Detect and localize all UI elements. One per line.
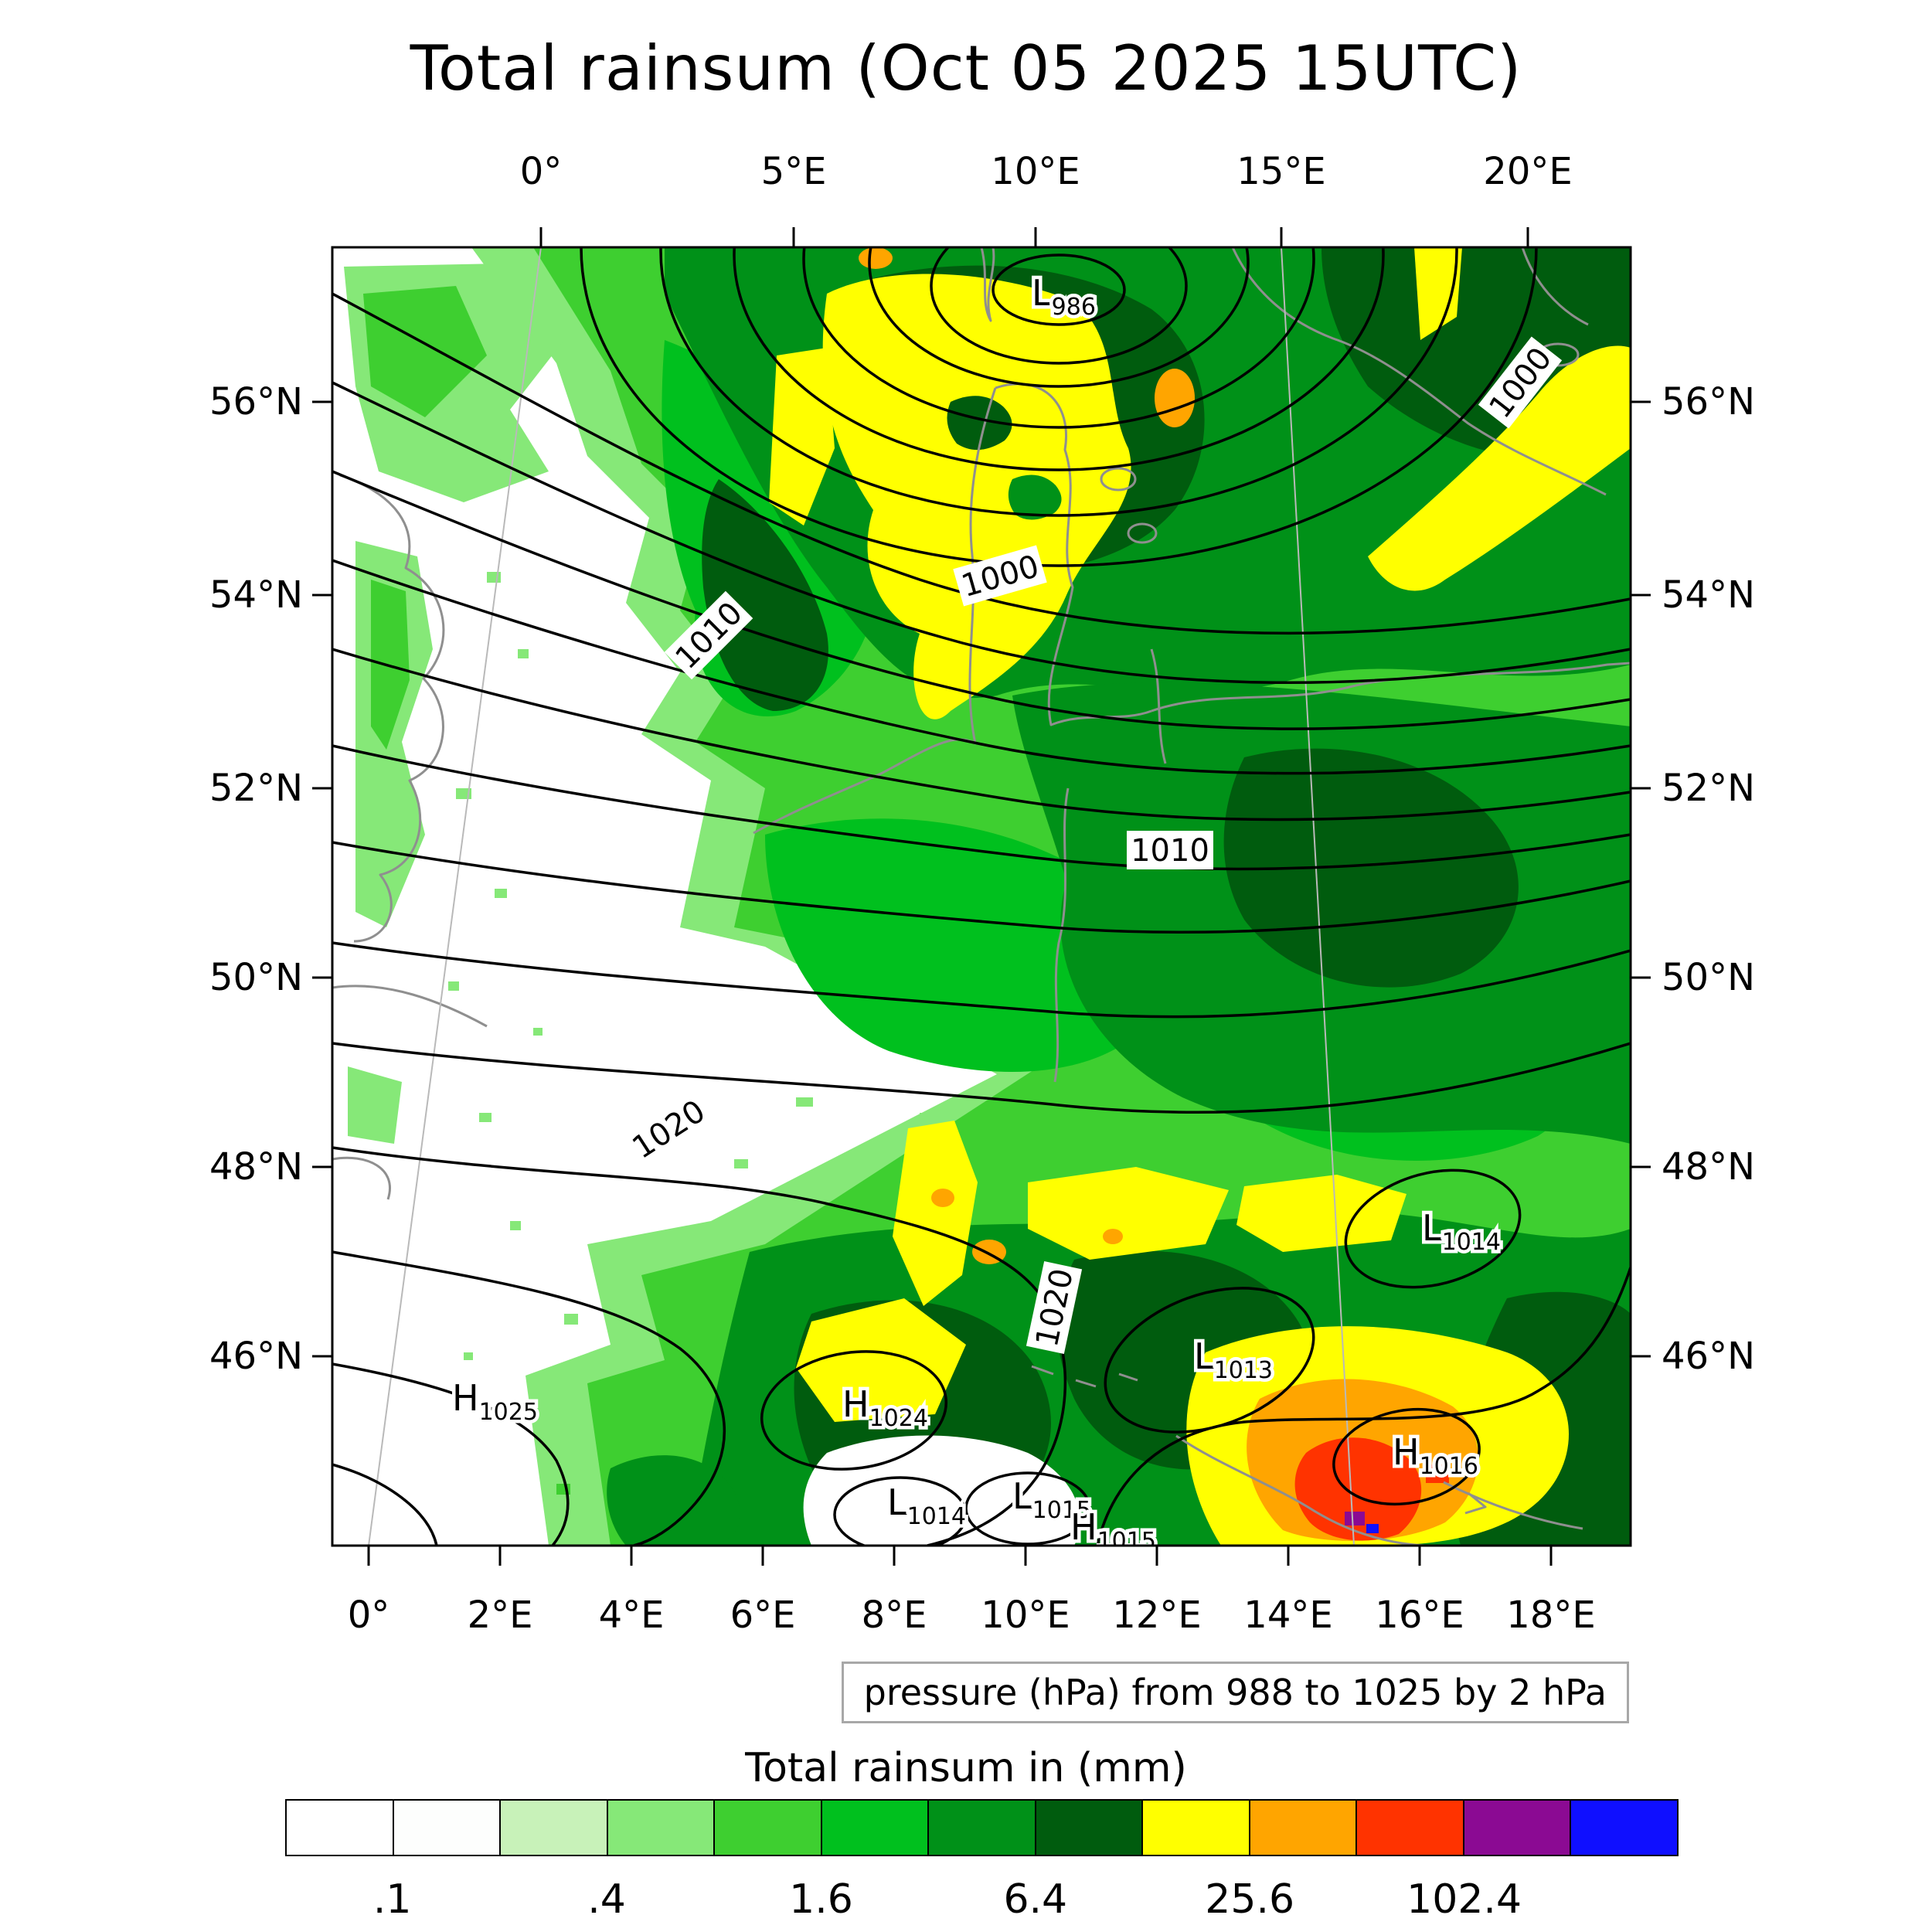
bottom-axis-label: 8°E bbox=[861, 1594, 927, 1637]
left-axis-label: 52°N bbox=[209, 767, 303, 810]
pressure-center-letter: L bbox=[887, 1481, 907, 1523]
colorbar-cell bbox=[927, 1799, 1036, 1856]
colorbar-tick-label: 1.6 bbox=[789, 1876, 853, 1923]
pressure-center-letter: H bbox=[1070, 1506, 1097, 1548]
bottom-axis-label: 4°E bbox=[598, 1594, 665, 1637]
colorbar-cell bbox=[606, 1799, 716, 1856]
colorbar-cell bbox=[499, 1799, 608, 1856]
pressure-center-value: 1014 bbox=[907, 1503, 966, 1530]
pressure-center-letter: L bbox=[1422, 1207, 1442, 1249]
left-axis-label: 56°N bbox=[209, 380, 303, 423]
pressure-note-box: pressure (hPa) from 988 to 1025 by 2 hPa bbox=[841, 1662, 1629, 1723]
colorbar-cell bbox=[285, 1799, 394, 1856]
pressure-center-letter: H bbox=[452, 1377, 479, 1419]
colorbar-cell bbox=[1034, 1799, 1144, 1856]
colorbar-tick-label: 102.4 bbox=[1406, 1876, 1522, 1923]
right-axis-label: 52°N bbox=[1662, 767, 1755, 810]
pressure-note-text: pressure (hPa) from 988 to 1025 by 2 hPa bbox=[863, 1672, 1607, 1713]
pressure-center-value: 1015 bbox=[1097, 1528, 1156, 1555]
bottom-axis-label: 6°E bbox=[730, 1594, 796, 1637]
right-axis-label: 48°N bbox=[1662, 1145, 1755, 1189]
pressure-center-label: H1015 bbox=[1070, 1506, 1156, 1555]
pressure-center-label: L1013 bbox=[1194, 1335, 1273, 1384]
colorbar-tick-label: .4 bbox=[587, 1876, 626, 1923]
map-frame bbox=[331, 246, 1632, 1547]
colorbar-cell bbox=[392, 1799, 502, 1856]
pressure-center-letter: H bbox=[842, 1383, 869, 1425]
isobar-label-text: 1010 bbox=[1131, 833, 1209, 869]
bottom-axis-label: 2°E bbox=[467, 1594, 533, 1637]
colorbar-tick-label: 6.4 bbox=[1003, 1876, 1068, 1923]
colorbar-tick-label: .1 bbox=[372, 1876, 412, 1923]
pressure-center-value: 1013 bbox=[1214, 1357, 1273, 1384]
left-axis-label: 48°N bbox=[209, 1145, 303, 1189]
pressure-center-value: 1014 bbox=[1442, 1229, 1501, 1256]
pressure-center-label: L1015 bbox=[1012, 1475, 1091, 1524]
right-axis-label: 54°N bbox=[1662, 573, 1755, 617]
left-axis-label: 50°N bbox=[209, 956, 303, 999]
pressure-center-label: H1024 bbox=[842, 1383, 928, 1432]
isobar-label: 1010 bbox=[1127, 831, 1213, 869]
isobars bbox=[332, 247, 1631, 1546]
right-axis-label: 46°N bbox=[1662, 1335, 1755, 1378]
right-axis-label: 50°N bbox=[1662, 956, 1755, 999]
colorbar-cell bbox=[713, 1799, 822, 1856]
legend-title: Total rainsum in (mm) bbox=[745, 1745, 1187, 1791]
pressure-center-label: L1014 bbox=[887, 1481, 966, 1530]
rain-field bbox=[344, 247, 1631, 1546]
top-axis-label: 0° bbox=[519, 150, 563, 193]
pressure-center-letter: H bbox=[1393, 1431, 1420, 1473]
bottom-axis-label: 18°E bbox=[1506, 1594, 1596, 1637]
pressure-center-label: H1016 bbox=[1393, 1431, 1478, 1480]
colorbar-cell bbox=[1462, 1799, 1572, 1856]
top-axis-label: 10°E bbox=[991, 150, 1080, 193]
colorbar-cell bbox=[1355, 1799, 1464, 1856]
bottom-axis-label: 0° bbox=[347, 1594, 390, 1637]
pressure-center-letter: L bbox=[1012, 1475, 1032, 1517]
pressure-center-label: L986 bbox=[1032, 272, 1096, 321]
left-axis-label: 54°N bbox=[209, 573, 303, 617]
bottom-axis-label: 12°E bbox=[1112, 1594, 1202, 1637]
colorbar-cell bbox=[1141, 1799, 1250, 1856]
pressure-center-label: L1014 bbox=[1422, 1207, 1501, 1256]
pressure-center-value: 1016 bbox=[1420, 1453, 1478, 1480]
colorbar-cell bbox=[1570, 1799, 1679, 1856]
colorbar-tick-label: 25.6 bbox=[1205, 1876, 1295, 1923]
colorbar-cell bbox=[820, 1799, 930, 1856]
rain-colorbar bbox=[285, 1799, 1679, 1856]
top-axis-label: 20°E bbox=[1483, 150, 1573, 193]
bottom-axis-label: 10°E bbox=[981, 1594, 1070, 1637]
pressure-center-value: 1024 bbox=[869, 1405, 928, 1432]
left-axis-label: 46°N bbox=[209, 1335, 303, 1378]
pressure-center-value: 986 bbox=[1052, 294, 1096, 321]
coastlines bbox=[332, 247, 1631, 1546]
bottom-axis-label: 16°E bbox=[1375, 1594, 1464, 1637]
colorbar-cell bbox=[1248, 1799, 1358, 1856]
right-axis-label: 56°N bbox=[1662, 380, 1755, 423]
pressure-center-value: 1015 bbox=[1032, 1497, 1091, 1524]
bottom-axis-label: 14°E bbox=[1243, 1594, 1333, 1637]
pressure-center-label: H1025 bbox=[452, 1377, 538, 1426]
top-axis-label: 5°E bbox=[760, 150, 827, 193]
top-axis-label: 15°E bbox=[1236, 150, 1326, 193]
pressure-center-letter: L bbox=[1032, 272, 1052, 314]
pressure-center-value: 1025 bbox=[479, 1399, 538, 1426]
pressure-center-letter: L bbox=[1194, 1335, 1214, 1377]
page-title: Total rainsum (Oct 05 2025 15UTC) bbox=[410, 32, 1522, 104]
axis-tick-marks bbox=[312, 227, 1651, 1566]
